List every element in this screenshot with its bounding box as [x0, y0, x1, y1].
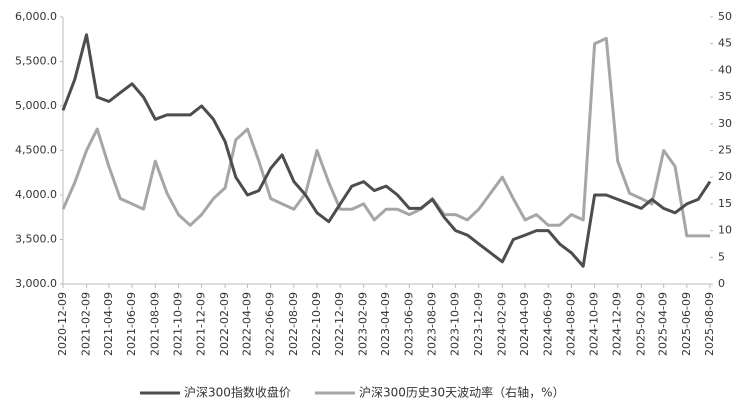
y2-tick-label: 50: [718, 10, 732, 23]
line-series: [61, 33, 712, 268]
x-tick-label: 2022-12-09: [333, 292, 346, 356]
line-series: [61, 36, 710, 238]
x-tick-label: 2025-08-09: [703, 292, 716, 356]
x-tick-label: 2023-04-09: [379, 292, 392, 356]
x-tick-label: 2023-02-09: [357, 292, 370, 356]
y-tick-label: 5,000.0: [15, 99, 57, 112]
y2-tick-label: 45: [718, 37, 732, 50]
y2-tick-label: 25: [718, 144, 732, 157]
x-tick-label: 2020-12-09: [56, 292, 69, 356]
x-tick-label: 2024-02-09: [495, 292, 508, 356]
legend-label: 沪深300历史30天波动率（右轴，%）: [359, 385, 565, 400]
y2-tick-label: 40: [718, 63, 732, 76]
legend-label: 沪深300指数收盘价: [184, 385, 291, 400]
y2-tick-label: 5: [718, 250, 725, 263]
y-tick-label: 4,500.0: [15, 144, 57, 157]
x-tick-label: 2023-12-09: [472, 292, 485, 356]
y2-tick-label: 35: [718, 90, 732, 103]
x-tick-label: 2023-10-09: [449, 292, 462, 356]
x-tick-label: 2025-04-09: [657, 292, 670, 356]
x-tick-label: 2021-10-09: [171, 292, 184, 356]
x-tick-label: 2022-08-09: [287, 292, 300, 356]
x-tick-label: 2025-06-09: [680, 292, 693, 356]
y-tick-label: 3,000.0: [15, 277, 57, 290]
x-tick-label: 2024-08-09: [564, 292, 577, 356]
x-tick-label: 2021-08-09: [148, 292, 161, 356]
x-tick-label: 2022-04-09: [241, 292, 254, 356]
y2-tick-label: 0: [718, 277, 725, 290]
x-tick-label: 2022-10-09: [310, 292, 323, 356]
y2-tick-label: 15: [718, 197, 732, 210]
y2-tick-label: 30: [718, 117, 732, 130]
x-tick-label: 2022-06-09: [264, 292, 277, 356]
y-tick-label: 6,000.0: [15, 10, 57, 23]
x-tick-label: 2021-12-09: [195, 292, 208, 356]
x-tick-label: 2024-06-09: [541, 292, 554, 356]
x-tick-label: 2024-10-09: [588, 292, 601, 356]
y2-tick-label: 10: [718, 224, 732, 237]
x-tick-label: 2021-02-09: [80, 292, 93, 356]
y-tick-label: 5,500.0: [15, 55, 57, 68]
x-tick-label: 2024-04-09: [518, 292, 531, 356]
y-tick-label: 4,000.0: [15, 188, 57, 201]
y-tick-label: 3,500.0: [15, 233, 57, 246]
y2-tick-label: 20: [718, 170, 732, 183]
x-tick-label: 2021-04-09: [102, 292, 115, 356]
x-tick-label: 2025-02-09: [634, 292, 647, 356]
x-tick-label: 2023-08-09: [425, 292, 438, 356]
x-tick-label: 2023-06-09: [402, 292, 415, 356]
x-tick-label: 2024-12-09: [611, 292, 624, 356]
x-tick-label: 2021-06-09: [125, 292, 138, 356]
x-tick-label: 2022-02-09: [218, 292, 231, 356]
